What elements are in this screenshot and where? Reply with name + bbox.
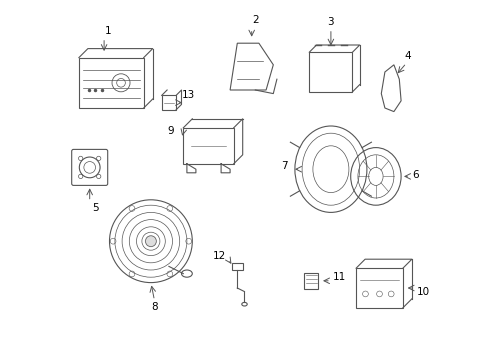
Text: 9: 9 <box>167 126 174 136</box>
Text: 10: 10 <box>416 287 429 297</box>
Circle shape <box>145 236 156 247</box>
Text: 12: 12 <box>213 251 226 261</box>
Text: 13: 13 <box>181 90 194 100</box>
Text: 11: 11 <box>332 272 345 282</box>
Text: 5: 5 <box>92 203 98 213</box>
Text: 3: 3 <box>327 17 333 27</box>
Text: 7: 7 <box>281 161 287 171</box>
Text: 6: 6 <box>411 170 418 180</box>
Text: 8: 8 <box>151 302 158 312</box>
Text: 1: 1 <box>104 26 111 36</box>
Text: 2: 2 <box>251 15 258 25</box>
Text: 4: 4 <box>404 51 410 61</box>
